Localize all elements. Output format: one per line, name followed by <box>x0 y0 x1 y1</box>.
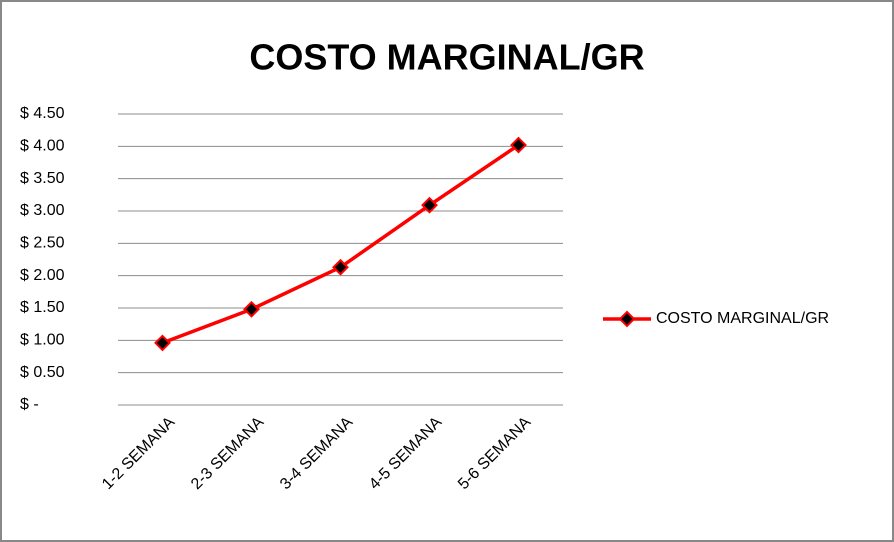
y-tick-label: $ 4.50 <box>20 105 65 122</box>
y-tick-label: $ 1.00 <box>20 332 65 349</box>
marker <box>332 258 349 276</box>
y-tick-label: $ 2.00 <box>20 267 65 284</box>
marker <box>421 196 438 214</box>
marker <box>510 136 527 154</box>
marker <box>154 334 171 352</box>
legend-label: COSTO MARGINAL/GR <box>656 310 829 327</box>
y-tick-label: $ 3.50 <box>20 170 65 187</box>
y-tick-label: $ 3.00 <box>20 202 65 219</box>
y-tick-label: $ 0.50 <box>20 364 65 381</box>
chart-title: COSTO MARGINAL/GR <box>249 37 644 78</box>
marker <box>243 300 260 318</box>
y-tick-label: $ 2.50 <box>20 235 65 252</box>
y-tick-label: $ - <box>20 396 39 413</box>
y-tick-label: $ 4.00 <box>20 138 65 155</box>
marker <box>618 310 636 328</box>
y-tick-label: $ 1.50 <box>20 299 65 316</box>
